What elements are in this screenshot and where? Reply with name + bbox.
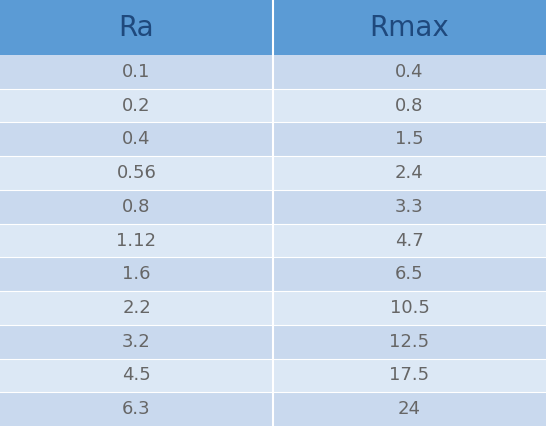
Text: 0.56: 0.56 <box>116 164 157 182</box>
Text: 10.5: 10.5 <box>389 299 430 317</box>
Text: Ra: Ra <box>118 14 155 41</box>
Bar <box>0 392 273 426</box>
Bar <box>273 291 546 325</box>
Bar <box>0 156 273 190</box>
Text: 24: 24 <box>398 400 421 418</box>
Text: 17.5: 17.5 <box>389 366 430 384</box>
Text: 1.12: 1.12 <box>116 231 157 250</box>
Text: Rmax: Rmax <box>370 14 449 41</box>
Text: 2.2: 2.2 <box>122 299 151 317</box>
Text: 0.4: 0.4 <box>395 63 424 81</box>
Bar <box>273 122 546 156</box>
Bar <box>0 55 273 89</box>
Bar <box>0 89 273 122</box>
Text: 0.4: 0.4 <box>122 130 151 148</box>
Bar <box>273 89 546 122</box>
Bar <box>0 359 273 392</box>
Text: 3.2: 3.2 <box>122 333 151 351</box>
Bar <box>273 156 546 190</box>
Bar <box>273 257 546 291</box>
Text: 0.8: 0.8 <box>395 97 424 115</box>
Text: 3.3: 3.3 <box>395 198 424 216</box>
Bar <box>273 325 546 359</box>
Bar <box>0 0 273 55</box>
Text: 6.3: 6.3 <box>122 400 151 418</box>
Bar <box>0 291 273 325</box>
Bar <box>273 224 546 257</box>
Bar <box>0 325 273 359</box>
Text: 6.5: 6.5 <box>395 265 424 283</box>
Text: 0.8: 0.8 <box>122 198 151 216</box>
Bar <box>0 190 273 224</box>
Bar <box>0 257 273 291</box>
Bar <box>0 122 273 156</box>
Bar <box>273 359 546 392</box>
Bar <box>273 0 546 55</box>
Text: 4.5: 4.5 <box>122 366 151 384</box>
Bar <box>0 224 273 257</box>
Bar <box>273 190 546 224</box>
Text: 0.2: 0.2 <box>122 97 151 115</box>
Text: 0.1: 0.1 <box>122 63 151 81</box>
Text: 12.5: 12.5 <box>389 333 430 351</box>
Bar <box>273 392 546 426</box>
Text: 1.6: 1.6 <box>122 265 151 283</box>
Text: 4.7: 4.7 <box>395 231 424 250</box>
Bar <box>273 55 546 89</box>
Text: 2.4: 2.4 <box>395 164 424 182</box>
Text: 1.5: 1.5 <box>395 130 424 148</box>
